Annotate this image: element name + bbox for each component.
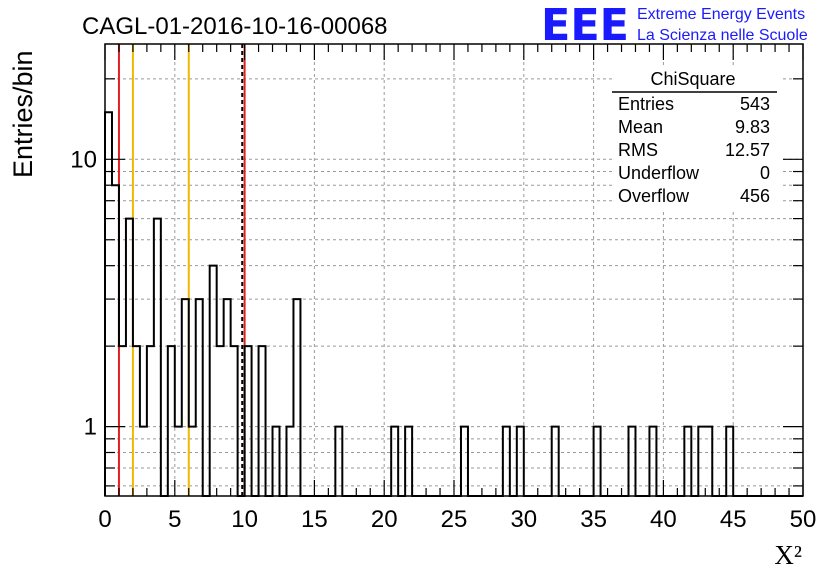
stats-row-value: 543 (740, 94, 770, 114)
stats-rows: Entries 543 Mean 9.83 RMS 12.57 Underflow 0 Over… (618, 94, 770, 206)
x-tick-label: 0 (98, 506, 111, 533)
stats-row-value: 456 (740, 186, 770, 206)
stats-row-value: 9.83 (735, 117, 770, 137)
x-tick-label: 25 (441, 506, 468, 533)
stats-row-label: Entries (618, 94, 674, 114)
x-tick-label: 35 (580, 506, 607, 533)
stats-row-value: 12.57 (725, 140, 770, 160)
y-tick-label: 1 (84, 414, 97, 441)
x-tick-label: 10 (231, 506, 258, 533)
x-tick-label: 15 (301, 506, 328, 533)
reference-lines (117, 44, 246, 496)
stats-box-title: ChiSquare (650, 69, 735, 89)
y-axis-label: Entries/bin (8, 50, 38, 178)
x-tick-label: 40 (650, 506, 677, 533)
chart-title: CAGL-01-2016-10-16-00068 (82, 13, 388, 40)
x-tick-label: 20 (371, 506, 398, 533)
stats-row-label: Overflow (618, 186, 690, 206)
eee-logo: EEE (541, 0, 629, 51)
stats-row-label: RMS (618, 140, 658, 160)
y-tick-label: 10 (70, 146, 97, 173)
stats-row-label: Mean (618, 117, 663, 137)
stats-row-value: 0 (760, 163, 770, 183)
x-tick-label: 50 (790, 506, 817, 533)
y-tick-labels: 1 10 (70, 146, 97, 440)
x-tick-label: 45 (720, 506, 747, 533)
axis-ticks (104, 44, 804, 496)
x-axis-label: X² (774, 540, 802, 570)
logo-line-1: Extreme Energy Events (637, 6, 805, 23)
stats-box: ChiSquare Entries 543 Mean 9.83 RMS 12.57 Unde… (612, 66, 782, 212)
x-tick-label: 5 (168, 506, 181, 533)
stats-box-background (612, 66, 782, 212)
grid (105, 44, 803, 496)
logo-line-2: La Scienza nelle Scuole (637, 27, 808, 44)
stats-row-label: Underflow (618, 163, 700, 183)
x-tick-label: 30 (510, 506, 537, 533)
x-tick-labels: 0 5 10 15 20 25 30 35 40 45 50 (98, 506, 816, 533)
